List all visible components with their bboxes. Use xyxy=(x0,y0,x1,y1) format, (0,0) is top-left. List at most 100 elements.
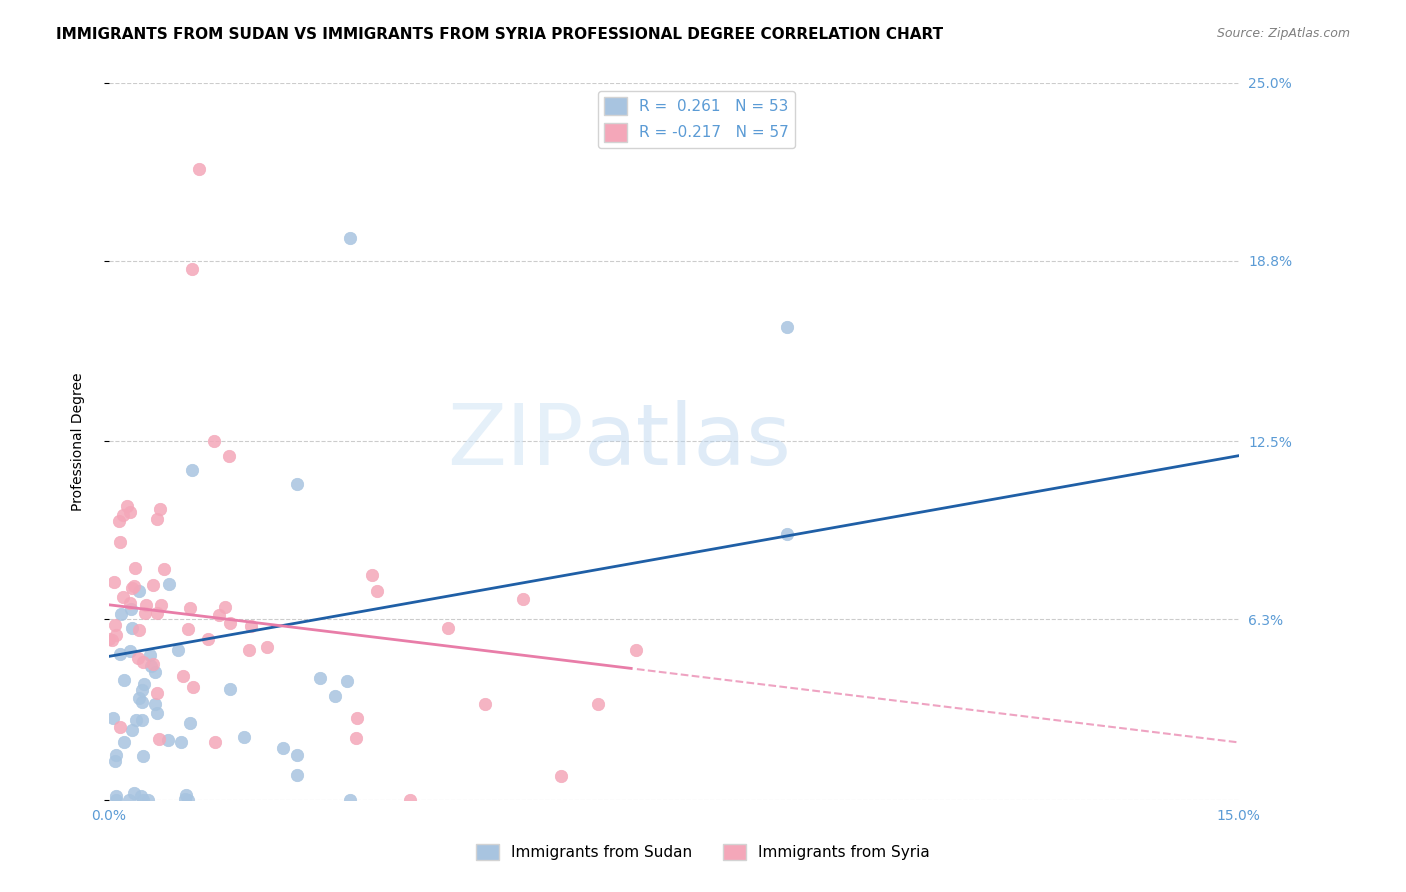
Point xyxy=(105,628,128,642)
Point xyxy=(139,658,162,673)
Point xyxy=(128,623,150,637)
Point xyxy=(101,632,124,647)
Point xyxy=(142,657,165,671)
Point xyxy=(131,656,153,670)
Text: ZIP: ZIP xyxy=(447,400,583,483)
Point xyxy=(179,715,201,730)
Point xyxy=(238,643,260,657)
Point xyxy=(285,477,308,491)
Point xyxy=(170,734,193,748)
Point xyxy=(776,526,799,541)
Point xyxy=(188,161,211,176)
Point xyxy=(776,319,799,334)
Point xyxy=(145,607,167,621)
Point xyxy=(111,591,134,605)
Y-axis label: Professional Degree: Professional Degree xyxy=(72,372,86,510)
Point xyxy=(437,621,460,635)
Point xyxy=(146,686,169,700)
Text: atlas: atlas xyxy=(583,400,792,483)
Point xyxy=(143,665,166,680)
Point xyxy=(366,583,388,598)
Point xyxy=(202,434,225,449)
Point xyxy=(197,632,219,646)
Point xyxy=(174,792,197,806)
Point xyxy=(624,643,647,657)
Point xyxy=(122,786,145,800)
Point xyxy=(179,601,201,615)
Point xyxy=(271,740,294,755)
Point xyxy=(181,680,204,694)
Text: IMMIGRANTS FROM SUDAN VS IMMIGRANTS FROM SYRIA PROFESSIONAL DEGREE CORRELATION C: IMMIGRANTS FROM SUDAN VS IMMIGRANTS FROM… xyxy=(56,27,943,42)
Point xyxy=(121,723,143,737)
Point xyxy=(135,598,157,612)
Point xyxy=(132,793,155,807)
Point xyxy=(108,514,131,528)
Point xyxy=(125,713,148,727)
Point xyxy=(214,599,236,614)
Legend: Immigrants from Sudan, Immigrants from Syria: Immigrants from Sudan, Immigrants from S… xyxy=(470,838,936,866)
Point xyxy=(180,262,202,277)
Point xyxy=(108,720,131,734)
Point xyxy=(118,644,141,658)
Point xyxy=(174,789,197,803)
Point xyxy=(177,622,200,636)
Point xyxy=(339,231,361,245)
Point xyxy=(157,577,180,591)
Point xyxy=(120,602,142,616)
Point xyxy=(146,706,169,720)
Point xyxy=(118,505,141,519)
Point xyxy=(132,749,155,764)
Point xyxy=(156,733,179,747)
Point xyxy=(104,754,127,768)
Point xyxy=(142,577,165,591)
Point xyxy=(105,793,128,807)
Point xyxy=(124,560,146,574)
Point xyxy=(149,598,172,612)
Point xyxy=(474,697,496,711)
Point xyxy=(346,711,368,725)
Point xyxy=(110,607,132,621)
Point xyxy=(111,508,134,523)
Point xyxy=(105,789,128,803)
Point xyxy=(128,584,150,599)
Point xyxy=(176,793,198,807)
Legend: R =  0.261   N = 53, R = -0.217   N = 57: R = 0.261 N = 53, R = -0.217 N = 57 xyxy=(598,91,794,148)
Point xyxy=(285,747,308,762)
Point xyxy=(115,499,138,513)
Point xyxy=(256,640,278,654)
Point xyxy=(98,632,121,646)
Point xyxy=(131,695,153,709)
Point xyxy=(550,769,572,783)
Point xyxy=(167,642,190,657)
Point xyxy=(121,621,143,635)
Point xyxy=(104,618,127,632)
Point xyxy=(105,747,128,762)
Point xyxy=(153,562,176,576)
Point xyxy=(127,651,149,665)
Point xyxy=(131,713,153,727)
Point xyxy=(218,449,240,463)
Point xyxy=(122,579,145,593)
Point xyxy=(103,574,125,589)
Point xyxy=(148,502,170,516)
Point xyxy=(118,793,141,807)
Point xyxy=(344,731,367,745)
Point xyxy=(172,669,194,683)
Point xyxy=(132,677,155,691)
Point xyxy=(399,793,422,807)
Point xyxy=(128,691,150,706)
Point xyxy=(208,608,231,623)
Point xyxy=(512,591,534,606)
Point xyxy=(146,512,169,526)
Point xyxy=(121,581,143,595)
Point xyxy=(143,698,166,712)
Point xyxy=(138,793,160,807)
Point xyxy=(232,730,254,744)
Point xyxy=(339,793,361,807)
Point xyxy=(112,734,135,748)
Point xyxy=(323,689,346,703)
Point xyxy=(129,789,152,804)
Point xyxy=(308,672,330,686)
Point xyxy=(239,619,262,633)
Point xyxy=(120,596,142,610)
